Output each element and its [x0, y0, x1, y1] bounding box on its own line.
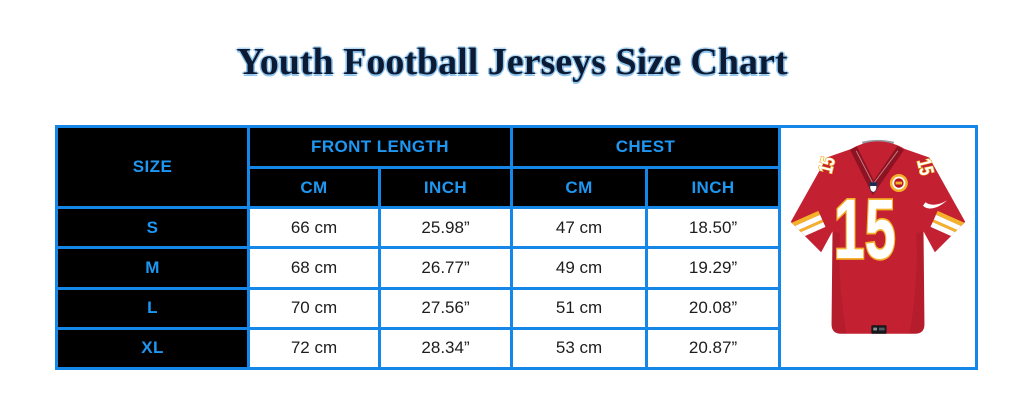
table-row-s: S 66 cm 25.98” 47 cm 18.50”: [55, 206, 977, 250]
jersey-hem-tag: [871, 325, 887, 334]
col-header-size: SIZE: [55, 124, 250, 210]
table-row-xl: XL 72 cm 28.34” 53 cm 20.87”: [55, 326, 977, 371]
cell-m-chest-cm: 49 cm: [510, 246, 649, 290]
table-row-m: M 68 cm 26.77” 49 cm 19.29”: [55, 246, 977, 290]
row-label-size-xl: XL: [55, 326, 250, 371]
cell-s-chest-cm: 47 cm: [510, 206, 649, 250]
col-header-front-length: FRONT LENGTH: [246, 124, 514, 170]
svg-text:15: 15: [814, 154, 840, 175]
jersey-chest-number: 15: [832, 181, 897, 278]
jersey-illustration: 15 15 15: [790, 139, 966, 334]
team-patch-icon: [889, 174, 908, 193]
row-label-size-m: M: [55, 246, 250, 290]
cell-m-front-inch: 26.77”: [377, 246, 514, 290]
cell-l-front-cm: 70 cm: [247, 286, 381, 330]
cell-s-front-inch: 25.98”: [377, 206, 514, 250]
jersey-body: [790, 141, 966, 334]
nfl-shield-icon: [869, 182, 877, 193]
cell-l-front-inch: 27.56”: [377, 286, 514, 330]
row-label-size-l: L: [55, 286, 250, 330]
page-title: Youth Football Jerseys Size Chart: [236, 41, 788, 83]
cell-l-chest-inch: 20.08”: [645, 286, 782, 330]
nike-swoosh-icon: [923, 200, 948, 209]
cell-xl-front-cm: 72 cm: [247, 326, 381, 371]
cell-xl-chest-inch: 20.87”: [645, 326, 782, 371]
cell-l-chest-cm: 51 cm: [510, 286, 649, 330]
cell-m-front-cm: 68 cm: [247, 246, 381, 290]
col-subheader-front-inch: INCH: [377, 166, 514, 210]
row-label-size-s: S: [55, 206, 250, 250]
jersey-shading-left: [831, 231, 847, 334]
cell-s-chest-inch: 18.50”: [645, 206, 782, 250]
jersey-shoulder-number-right: 15: [912, 156, 939, 179]
cell-m-chest-inch: 19.29”: [645, 246, 782, 290]
jersey-product-image: 15 15 15: [778, 125, 979, 370]
cell-xl-front-inch: 28.34”: [377, 326, 514, 371]
svg-text:15: 15: [834, 182, 896, 276]
table-row-l: L 70 cm 27.56” 51 cm 20.08”: [55, 286, 977, 330]
svg-text:15: 15: [913, 156, 939, 177]
size-chart-table: SIZE FRONT LENGTH CHEST: [55, 124, 979, 371]
cell-s-front-cm: 66 cm: [247, 206, 381, 250]
col-subheader-front-cm: CM: [247, 166, 381, 210]
jersey-shading-right: [909, 231, 925, 334]
col-subheader-chest-cm: CM: [510, 166, 649, 210]
col-subheader-chest-inch: INCH: [645, 166, 782, 210]
col-header-chest: CHEST: [510, 124, 782, 170]
cell-xl-chest-cm: 53 cm: [510, 326, 649, 371]
jersey-shoulder-number-left: 15: [813, 154, 840, 177]
